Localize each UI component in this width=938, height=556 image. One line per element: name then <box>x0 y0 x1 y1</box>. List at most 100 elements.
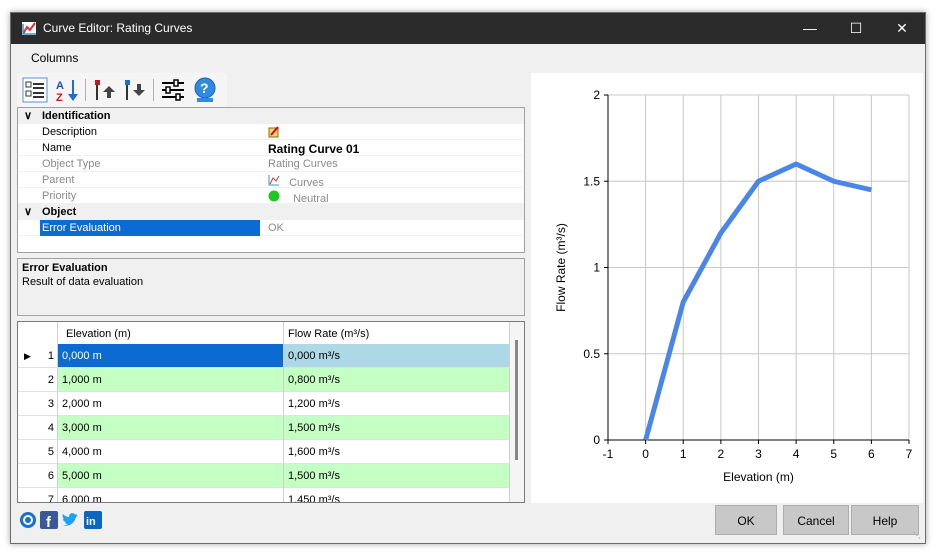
property-toolbar: A Z <box>17 73 227 107</box>
x-tick-label: 0 <box>642 447 649 461</box>
property-row-object-type[interactable]: Object Type Rating Curves <box>18 156 524 172</box>
property-value: OK <box>268 222 284 234</box>
row-number[interactable]: 3 <box>18 392 58 416</box>
property-value[interactable] <box>268 126 518 140</box>
x-tick-label: 2 <box>718 447 725 461</box>
linkedin-icon[interactable]: in <box>84 511 102 529</box>
property-row-name[interactable]: Name Rating Curve 01 <box>18 140 524 156</box>
row-number[interactable]: ▶ 1 <box>18 344 58 368</box>
rating-curve-line[interactable] <box>643 161 872 441</box>
chart-gridlines <box>608 94 910 440</box>
resize-grip-icon[interactable]: ⋱ <box>913 531 921 540</box>
description-title: Error Evaluation <box>22 262 108 274</box>
close-button[interactable]: ✕ <box>879 13 925 44</box>
row-number[interactable]: 5 <box>18 440 58 464</box>
property-row-error-evaluation[interactable]: Error Evaluation OK <box>18 220 524 236</box>
row-number[interactable]: 6 <box>18 464 58 488</box>
flow-rate-cell[interactable]: 1,200 m³/s <box>284 392 510 416</box>
minimize-button[interactable]: — <box>787 13 833 44</box>
elevation-cell[interactable]: 1,000 m <box>58 368 284 392</box>
row-header-corner[interactable] <box>18 322 58 346</box>
property-row-parent[interactable]: Parent Curves <box>18 172 524 189</box>
toolbar-separator <box>85 79 86 101</box>
curve-data-table: Elevation (m) Flow Rate (m³/s) ▶ 1 0,000 … <box>17 321 525 503</box>
column-header-elevation[interactable]: Elevation (m) <box>58 322 284 346</box>
elevation-cell[interactable]: 5,000 m <box>58 464 284 488</box>
property-value[interactable]: Neutral <box>268 190 518 205</box>
x-tick-label: 5 <box>830 447 837 461</box>
category-object[interactable]: ∨ Object <box>18 204 524 220</box>
description-text: Result of data evaluation <box>22 276 144 288</box>
table-row[interactable]: 4 3,000 m 1,500 m³/s <box>18 416 510 440</box>
table-row[interactable]: ▶ 1 0,000 m 0,000 m³/s <box>18 344 510 368</box>
row-number[interactable]: 2 <box>18 368 58 392</box>
row-number[interactable]: 7 <box>18 488 58 502</box>
property-value: Curves <box>268 174 518 189</box>
ok-button[interactable]: OK <box>715 505 777 535</box>
category-identification[interactable]: ∨ Identification <box>18 108 524 124</box>
scrollbar-thumb[interactable] <box>515 340 518 460</box>
flow-rate-cell[interactable]: 0,000 m³/s <box>284 344 510 368</box>
elevation-cell[interactable]: 2,000 m <box>58 392 284 416</box>
window-title: Curve Editor: Rating Curves <box>43 21 193 35</box>
x-tick-labels: -1 0 1 2 3 4 5 6 7 <box>603 447 913 461</box>
category-label: Identification <box>42 110 111 122</box>
column-header-flow-rate[interactable]: Flow Rate (m³/s) <box>284 322 510 346</box>
flow-rate-cell[interactable]: 1,600 m³/s <box>284 440 510 464</box>
x-tick-label: 1 <box>680 447 687 461</box>
move-up-button[interactable] <box>91 76 119 104</box>
sort-alphabetical-button[interactable]: A Z <box>53 76 81 104</box>
maximize-icon: ☐ <box>849 20 863 36</box>
table-row[interactable]: 7 6,000 m 1,450 m³/s <box>18 488 510 502</box>
property-row-priority[interactable]: Priority Neutral <box>18 188 524 205</box>
cancel-button[interactable]: Cancel <box>783 505 849 535</box>
rating-curve-chart[interactable]: -1 0 1 2 3 4 5 6 7 00.511.52 Elevation (m) Flow … <box>531 73 923 503</box>
property-name: Parent <box>42 174 75 186</box>
menu-columns[interactable]: Columns <box>31 51 79 65</box>
property-value[interactable]: Rating Curve 01 <box>268 142 360 156</box>
left-pane: A Z <box>17 71 527 503</box>
y-tick-labels: 0 0.5 1 1.5 2 <box>583 88 600 447</box>
y-tick-label: 0 <box>593 433 600 447</box>
svg-text:A: A <box>56 80 64 92</box>
elevation-cell[interactable]: 4,000 m <box>58 440 284 464</box>
help-button[interactable]: Help <box>851 505 919 535</box>
flow-rate-cell[interactable]: 0,800 m³/s <box>284 368 510 392</box>
x-tick-label: 4 <box>793 447 800 461</box>
settings-sliders-button[interactable] <box>159 76 187 104</box>
table-row[interactable]: 3 2,000 m 1,200 m³/s <box>18 392 510 416</box>
x-axis-label: Elevation (m) <box>723 470 794 484</box>
move-down-button[interactable] <box>121 76 149 104</box>
edit-note-icon[interactable] <box>268 126 280 138</box>
categorized-view-button[interactable] <box>21 76 49 104</box>
y-tick-label: 1 <box>593 261 600 275</box>
table-header: Elevation (m) Flow Rate (m³/s) <box>18 322 510 346</box>
property-name: Name <box>42 142 72 154</box>
curve-editor-icon <box>22 22 36 35</box>
help-topic-button[interactable]: ? <box>191 76 219 104</box>
facebook-icon[interactable]: f <box>40 511 58 529</box>
x-tick-label: 7 <box>906 447 913 461</box>
table-vertical-scrollbar[interactable] <box>510 322 524 502</box>
y-axis-label: Flow Rate (m³/s) <box>554 223 568 312</box>
maximize-button[interactable]: ☐ <box>833 13 879 44</box>
toolbar-separator <box>153 79 154 101</box>
table-row[interactable]: 6 5,000 m 1,500 m³/s <box>18 464 510 488</box>
twitter-icon[interactable] <box>61 511 79 529</box>
table-row[interactable]: 2 1,000 m 0,800 m³/s <box>18 368 510 392</box>
y-tick-label: 1.5 <box>583 174 600 188</box>
elevation-cell[interactable]: 0,000 m <box>58 344 284 368</box>
flow-rate-cell[interactable]: 1,500 m³/s <box>284 464 510 488</box>
title-bar[interactable]: Curve Editor: Rating Curves — ☐ ✕ <box>11 13 925 44</box>
table-row[interactable]: 5 4,000 m 1,600 m³/s <box>18 440 510 464</box>
flow-rate-cell[interactable]: 1,450 m³/s <box>284 488 510 502</box>
elevation-cell[interactable]: 3,000 m <box>58 416 284 440</box>
collapse-chevron-icon[interactable]: ∨ <box>24 206 33 218</box>
elevation-cell[interactable]: 6,000 m <box>58 488 284 502</box>
app-logo-icon[interactable] <box>19 511 37 529</box>
flow-rate-cell[interactable]: 1,500 m³/s <box>284 416 510 440</box>
property-row-description[interactable]: Description <box>18 124 524 140</box>
row-number[interactable]: 4 <box>18 416 58 440</box>
curve-editor-window: Curve Editor: Rating Curves — ☐ ✕ Column… <box>10 12 926 544</box>
collapse-chevron-icon[interactable]: ∨ <box>24 110 33 122</box>
